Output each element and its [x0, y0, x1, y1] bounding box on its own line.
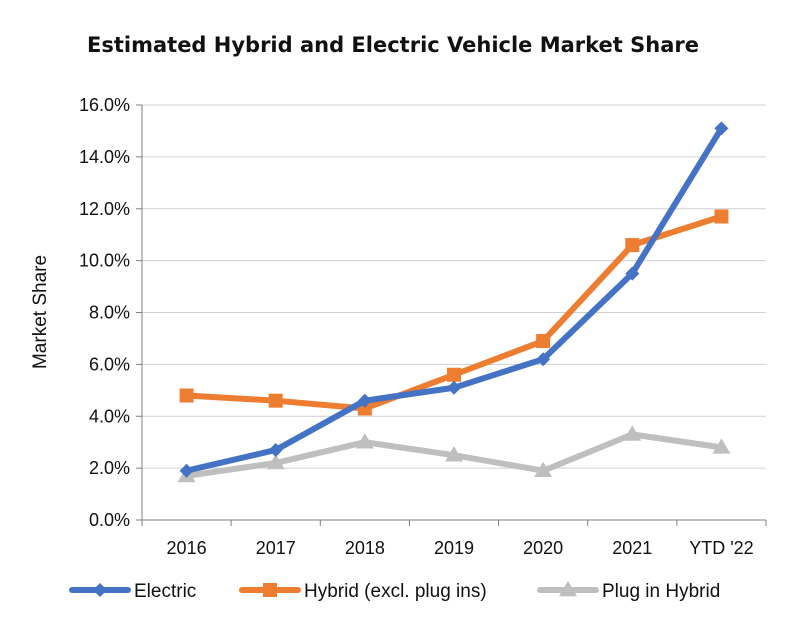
legend-label: Hybrid (excl. plug ins): [304, 581, 487, 602]
data-point: [536, 334, 551, 349]
data-point: [179, 463, 194, 478]
chart-title: Estimated Hybrid and Electric Vehicle Ma…: [87, 33, 699, 57]
x-tick-label: YTD '22: [689, 538, 753, 558]
legend-label: Electric: [134, 581, 196, 602]
data-point: [445, 446, 463, 462]
data-point: [447, 367, 461, 382]
x-tick-label: 2021: [612, 538, 652, 558]
legend-label: Plug in Hybrid: [602, 581, 720, 602]
y-axis-label: Market Share: [30, 255, 51, 369]
y-tick-label: 12.0%: [79, 199, 130, 219]
x-tick-label: 2017: [256, 538, 296, 558]
data-point: [714, 209, 729, 224]
x-tick-label: 2018: [345, 538, 385, 558]
data-point: [536, 352, 551, 367]
axes: [136, 104, 767, 526]
y-tick-label: 14.0%: [79, 147, 130, 167]
data-point: [179, 388, 194, 403]
legend-item: Electric: [69, 581, 196, 602]
y-tick-label: 8.0%: [89, 303, 130, 323]
data-point: [623, 425, 642, 441]
data-point: [268, 442, 283, 457]
data-point: [625, 238, 640, 253]
data-point: [357, 393, 372, 408]
series-group: [177, 121, 731, 483]
legend-marker: [263, 583, 277, 597]
y-tick-label: 0.0%: [89, 510, 130, 530]
x-tick-label: 2016: [167, 538, 207, 558]
data-point: [712, 438, 731, 454]
data-point: [625, 266, 640, 281]
legend-marker: [559, 581, 577, 597]
series-line: [183, 125, 725, 474]
data-point: [355, 433, 374, 449]
y-tick-label: 10.0%: [79, 251, 130, 271]
series-1: [179, 209, 729, 416]
y-tick-label: 6.0%: [89, 354, 130, 374]
data-point: [268, 393, 283, 408]
y-tick-label: 4.0%: [89, 406, 130, 426]
data-point: [534, 461, 553, 478]
data-point: [714, 121, 729, 136]
data-point: [447, 380, 461, 395]
x-tick-labels: 2016 2017 2018 2019 2020 2021 YTD '22: [167, 538, 754, 558]
legend-marker: [93, 583, 107, 597]
legend-item: Hybrid (excl. plug ins): [239, 581, 487, 602]
y-tick-label: 16.0%: [79, 95, 130, 115]
legend-item: Plug in Hybrid: [537, 581, 720, 602]
gridlines: [142, 104, 766, 469]
series-2: [177, 425, 731, 483]
data-point: [266, 453, 285, 470]
legend: Electric Hybrid (excl. plug ins) Plug in H…: [69, 581, 720, 602]
y-tick-label: 2.0%: [89, 458, 130, 478]
x-tick-label: 2019: [434, 538, 474, 558]
series-0: [179, 121, 729, 478]
x-tick-label: 2020: [523, 538, 563, 558]
y-tick-labels: 0.0% 2.0% 4.0% 6.0% 8.0% 10.0% 12.0% 14.0% 16.0%: [79, 95, 130, 530]
